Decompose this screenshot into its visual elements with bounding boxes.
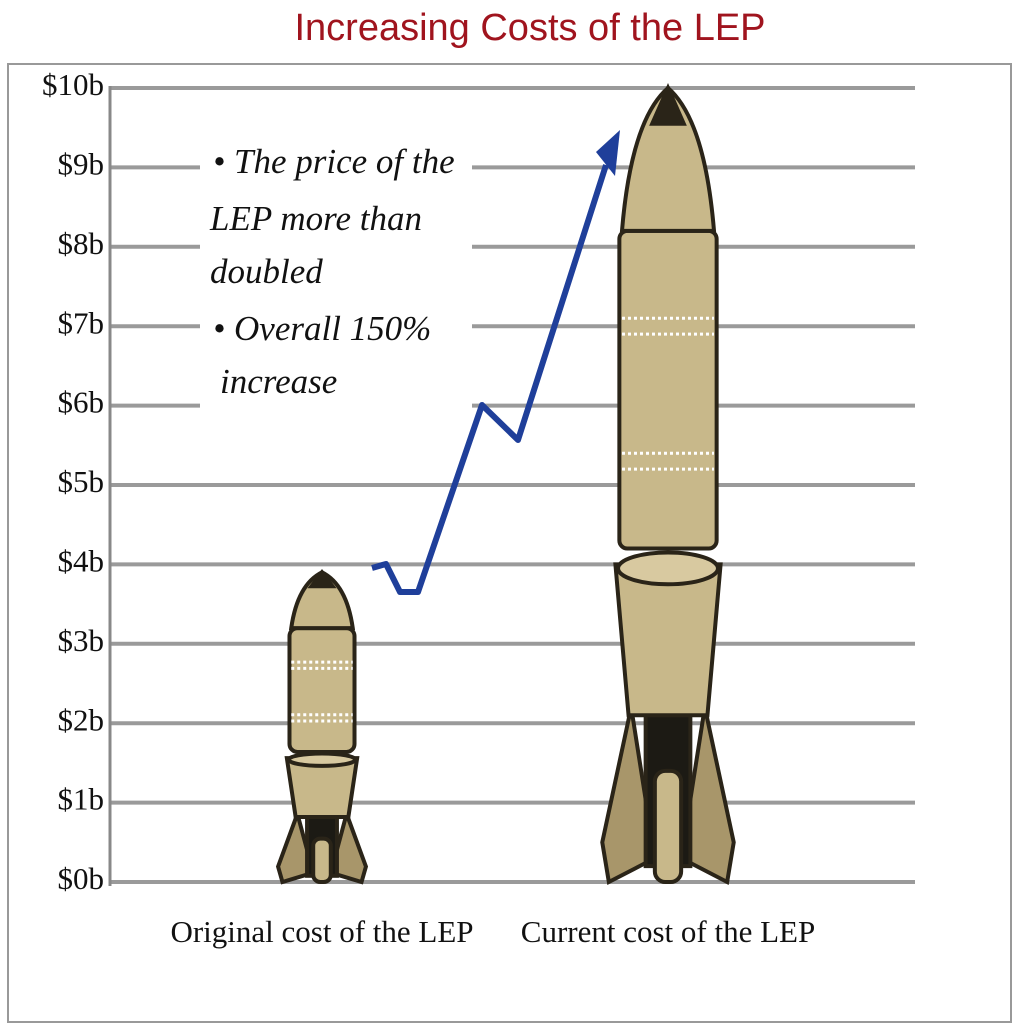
page: Increasing Costs of the LEP • The price … [0,0,1019,1028]
bomb-nozzle-tip [655,771,681,882]
bomb-tail [615,564,720,715]
annotation: doubled [210,252,323,291]
y-tick-label: $2b [58,702,105,737]
bomb-tail-rim [289,753,356,765]
x-tick-label: Current cost of the LEP [521,914,815,949]
y-tick-label: $1b [58,782,105,817]
y-tick-label: $9b [58,147,105,182]
bomb-nozzle-tip [313,839,331,882]
annotation: • Overall 150% [213,309,431,348]
chart-frame [8,64,1011,1022]
bar [278,572,366,882]
bomb-body [619,231,716,549]
chart: Increasing Costs of the LEP • The price … [0,0,1019,1028]
y-tick-label: $4b [58,544,105,579]
y-tick-label: $0b [58,861,105,896]
bomb-body [289,628,354,752]
y-tick-label: $10b [42,67,104,102]
y-tick-label: $5b [58,464,105,499]
annotation: • The price of the [213,142,455,181]
y-tick-label: $6b [58,385,105,420]
y-tick-label: $8b [58,226,105,261]
annotation: LEP more than [209,199,422,238]
chart-title: Increasing Costs of the LEP [294,7,765,49]
x-tick-label: Original cost of the LEP [170,914,473,949]
y-tick-label: $3b [58,623,105,658]
bomb-tail-rim [618,552,718,584]
annotation: increase [220,362,337,401]
y-tick-label: $7b [58,305,105,340]
